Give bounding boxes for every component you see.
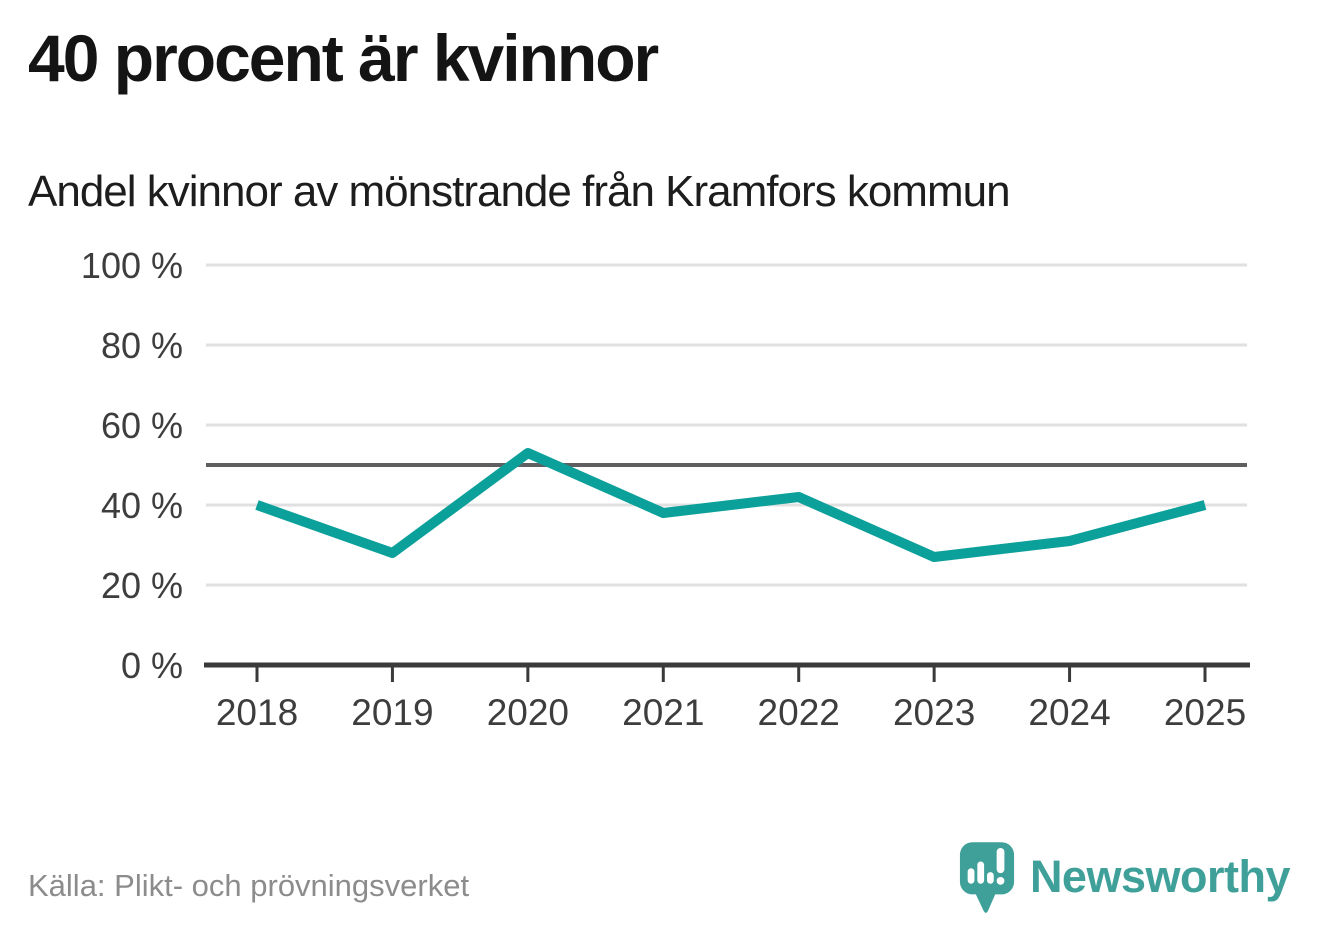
x-tick-label: 2025 (1164, 692, 1246, 733)
logo-bar-tall (977, 861, 985, 884)
page-title: 40 procent är kvinnor (28, 21, 659, 95)
newsworthy-logo-icon (959, 842, 1015, 913)
line-chart: 2018 2019 2020 2021 2022 2023 2024 2025 0 % 20 % 4… (0, 240, 1322, 770)
line-chart-svg: 2018 2019 2020 2021 2022 2023 2024 2025 0 % 20 % 4… (81, 245, 1250, 733)
logo-bar-medium (986, 872, 994, 884)
y-tick-label: 100 % (81, 245, 183, 286)
data-line (255, 448, 1207, 562)
y-tick-label: 20 % (101, 565, 183, 606)
newsworthy-logo: Newsworthy (958, 840, 1291, 914)
chart-subtitle: Andel kvinnor av mönstrande från Kramfor… (28, 167, 1011, 216)
source-note: Källa: Plikt- och prövningsverket (28, 868, 470, 903)
y-tick-label: 40 % (101, 485, 183, 526)
x-tick-label: 2020 (487, 692, 569, 733)
newsworthy-wordmark: Newsworthy (1029, 851, 1291, 902)
x-tick-label: 2022 (758, 692, 840, 733)
logo-bar-small (967, 868, 975, 884)
y-tick-label: 80 % (101, 325, 183, 366)
y-tick-label: 0 % (121, 645, 183, 686)
x-tick-label: 2023 (893, 692, 975, 733)
x-tick-label: 2021 (622, 692, 704, 733)
x-tick-label: 2019 (351, 692, 433, 733)
y-tick-label: 60 % (101, 405, 183, 446)
logo-exclamation-bar (996, 848, 1005, 874)
x-tick-label: 2024 (1028, 692, 1110, 733)
x-tick-label: 2018 (216, 692, 298, 733)
logo-exclamation-dot (996, 877, 1005, 885)
